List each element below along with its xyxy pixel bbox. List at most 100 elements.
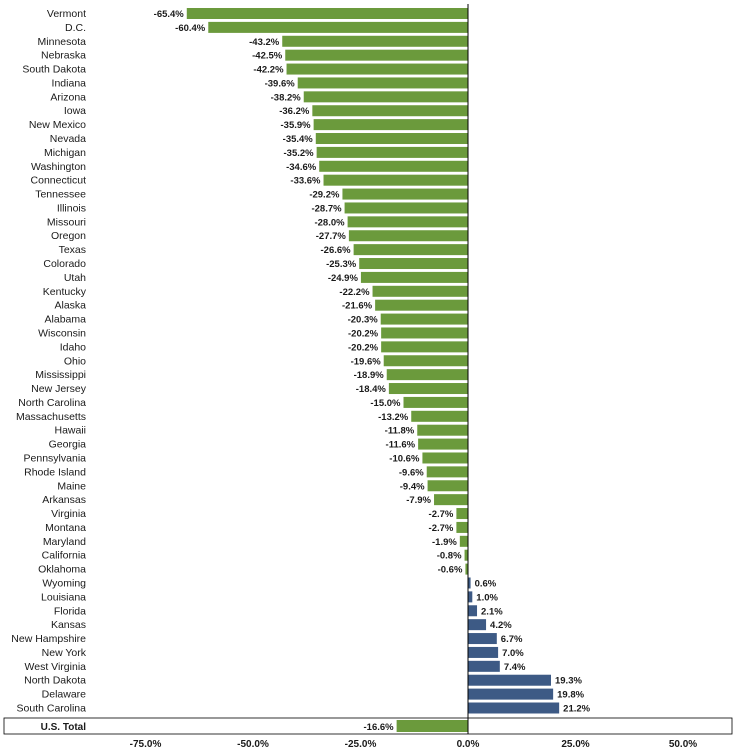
data-label: -35.4% [283,134,314,145]
category-label: Connecticut [31,175,87,187]
x-tick-label: 50.0% [669,739,697,750]
data-label: -28.7% [311,203,342,214]
bar [411,410,468,422]
data-label: -7.9% [406,495,431,506]
bar [417,424,468,436]
category-label: Wyoming [42,577,86,589]
category-label: Mississippi [35,369,86,381]
bar [208,21,468,33]
data-label: -26.6% [321,245,352,256]
data-label: -11.6% [386,440,416,451]
category-label: Arkansas [42,494,86,506]
bar [344,202,468,214]
x-tick-label: -25.0% [345,739,377,750]
bar [323,174,468,186]
category-label: Delaware [42,689,87,701]
bar [468,660,500,672]
bar [418,438,468,450]
bar [468,688,554,700]
data-label: 1.0% [476,592,498,603]
category-label: Kansas [51,619,86,631]
category-label: Nevada [50,133,86,145]
data-label: 19.8% [557,690,584,701]
category-label: South Dakota [22,64,86,76]
data-label: -21.6% [342,301,373,312]
category-label: Washington [31,161,86,173]
data-label: -1.9% [432,537,457,548]
bar [380,313,468,325]
bar [297,77,468,89]
bar [303,91,468,103]
data-label: 4.2% [490,620,512,631]
category-label: Pennsylvania [24,452,87,464]
category-label: Ohio [64,355,86,367]
category-label: Utah [64,272,86,284]
category-label: Massachusetts [16,411,86,423]
category-label: Vermont [47,8,86,20]
bar [434,494,468,506]
category-label: Oklahoma [38,564,86,576]
bar [426,466,468,478]
x-tick-label: -75.0% [130,739,162,750]
category-label: Michigan [44,147,86,159]
data-label: -19.6% [351,356,382,367]
bar [282,35,468,47]
bar [383,355,468,367]
bar [427,480,468,492]
x-tick-label: 25.0% [561,739,589,750]
category-label: D.C. [65,22,86,34]
data-label: -29.2% [309,190,340,201]
data-label: -9.4% [400,481,425,492]
data-label: -33.6% [290,176,321,187]
category-label: Indiana [52,77,87,89]
bar [403,396,468,408]
data-label: -35.2% [284,148,315,159]
category-label: North Carolina [18,397,86,409]
x-tick-label: -50.0% [237,739,269,750]
data-label: -42.5% [252,51,283,62]
category-label: Illinois [57,202,86,214]
bar [386,369,468,381]
bar [468,646,499,658]
bar [468,633,497,645]
data-label: -43.2% [249,37,280,48]
data-label: -13.2% [378,412,409,423]
category-label: New Jersey [31,383,87,395]
total-data-label: -16.6% [364,722,395,733]
category-label: Rhode Island [24,466,86,478]
category-label: Minnesota [38,36,87,48]
bar [359,258,468,270]
data-label: -28.0% [314,217,345,228]
total-category-label: U.S. Total [41,722,87,733]
data-label: -39.6% [265,78,296,89]
data-label: -65.4% [154,9,185,20]
data-label: -2.7% [429,509,454,520]
category-label: Montana [45,522,86,534]
data-label: -42.2% [253,65,284,76]
data-label: -27.7% [316,231,347,242]
bar [286,63,468,75]
category-label: Hawaii [54,425,86,437]
data-label: -2.7% [429,523,454,534]
category-label: North Dakota [24,675,86,687]
bar [456,521,468,533]
bar [381,341,468,353]
bar [348,230,468,242]
bar [468,619,487,631]
data-label: 6.7% [501,634,523,645]
bar [347,216,468,228]
bar [468,674,551,686]
category-label: West Virginia [25,661,87,673]
data-label: 21.2% [563,704,590,715]
category-label: South Carolina [17,703,87,715]
data-label: -35.9% [281,120,312,131]
bar [388,383,468,395]
bar [468,605,478,617]
category-label: Maryland [43,536,86,548]
bar [372,285,468,297]
bar [353,244,468,256]
category-label: Arizona [50,91,86,103]
data-label: -18.4% [356,384,387,395]
data-label: -9.6% [399,467,424,478]
